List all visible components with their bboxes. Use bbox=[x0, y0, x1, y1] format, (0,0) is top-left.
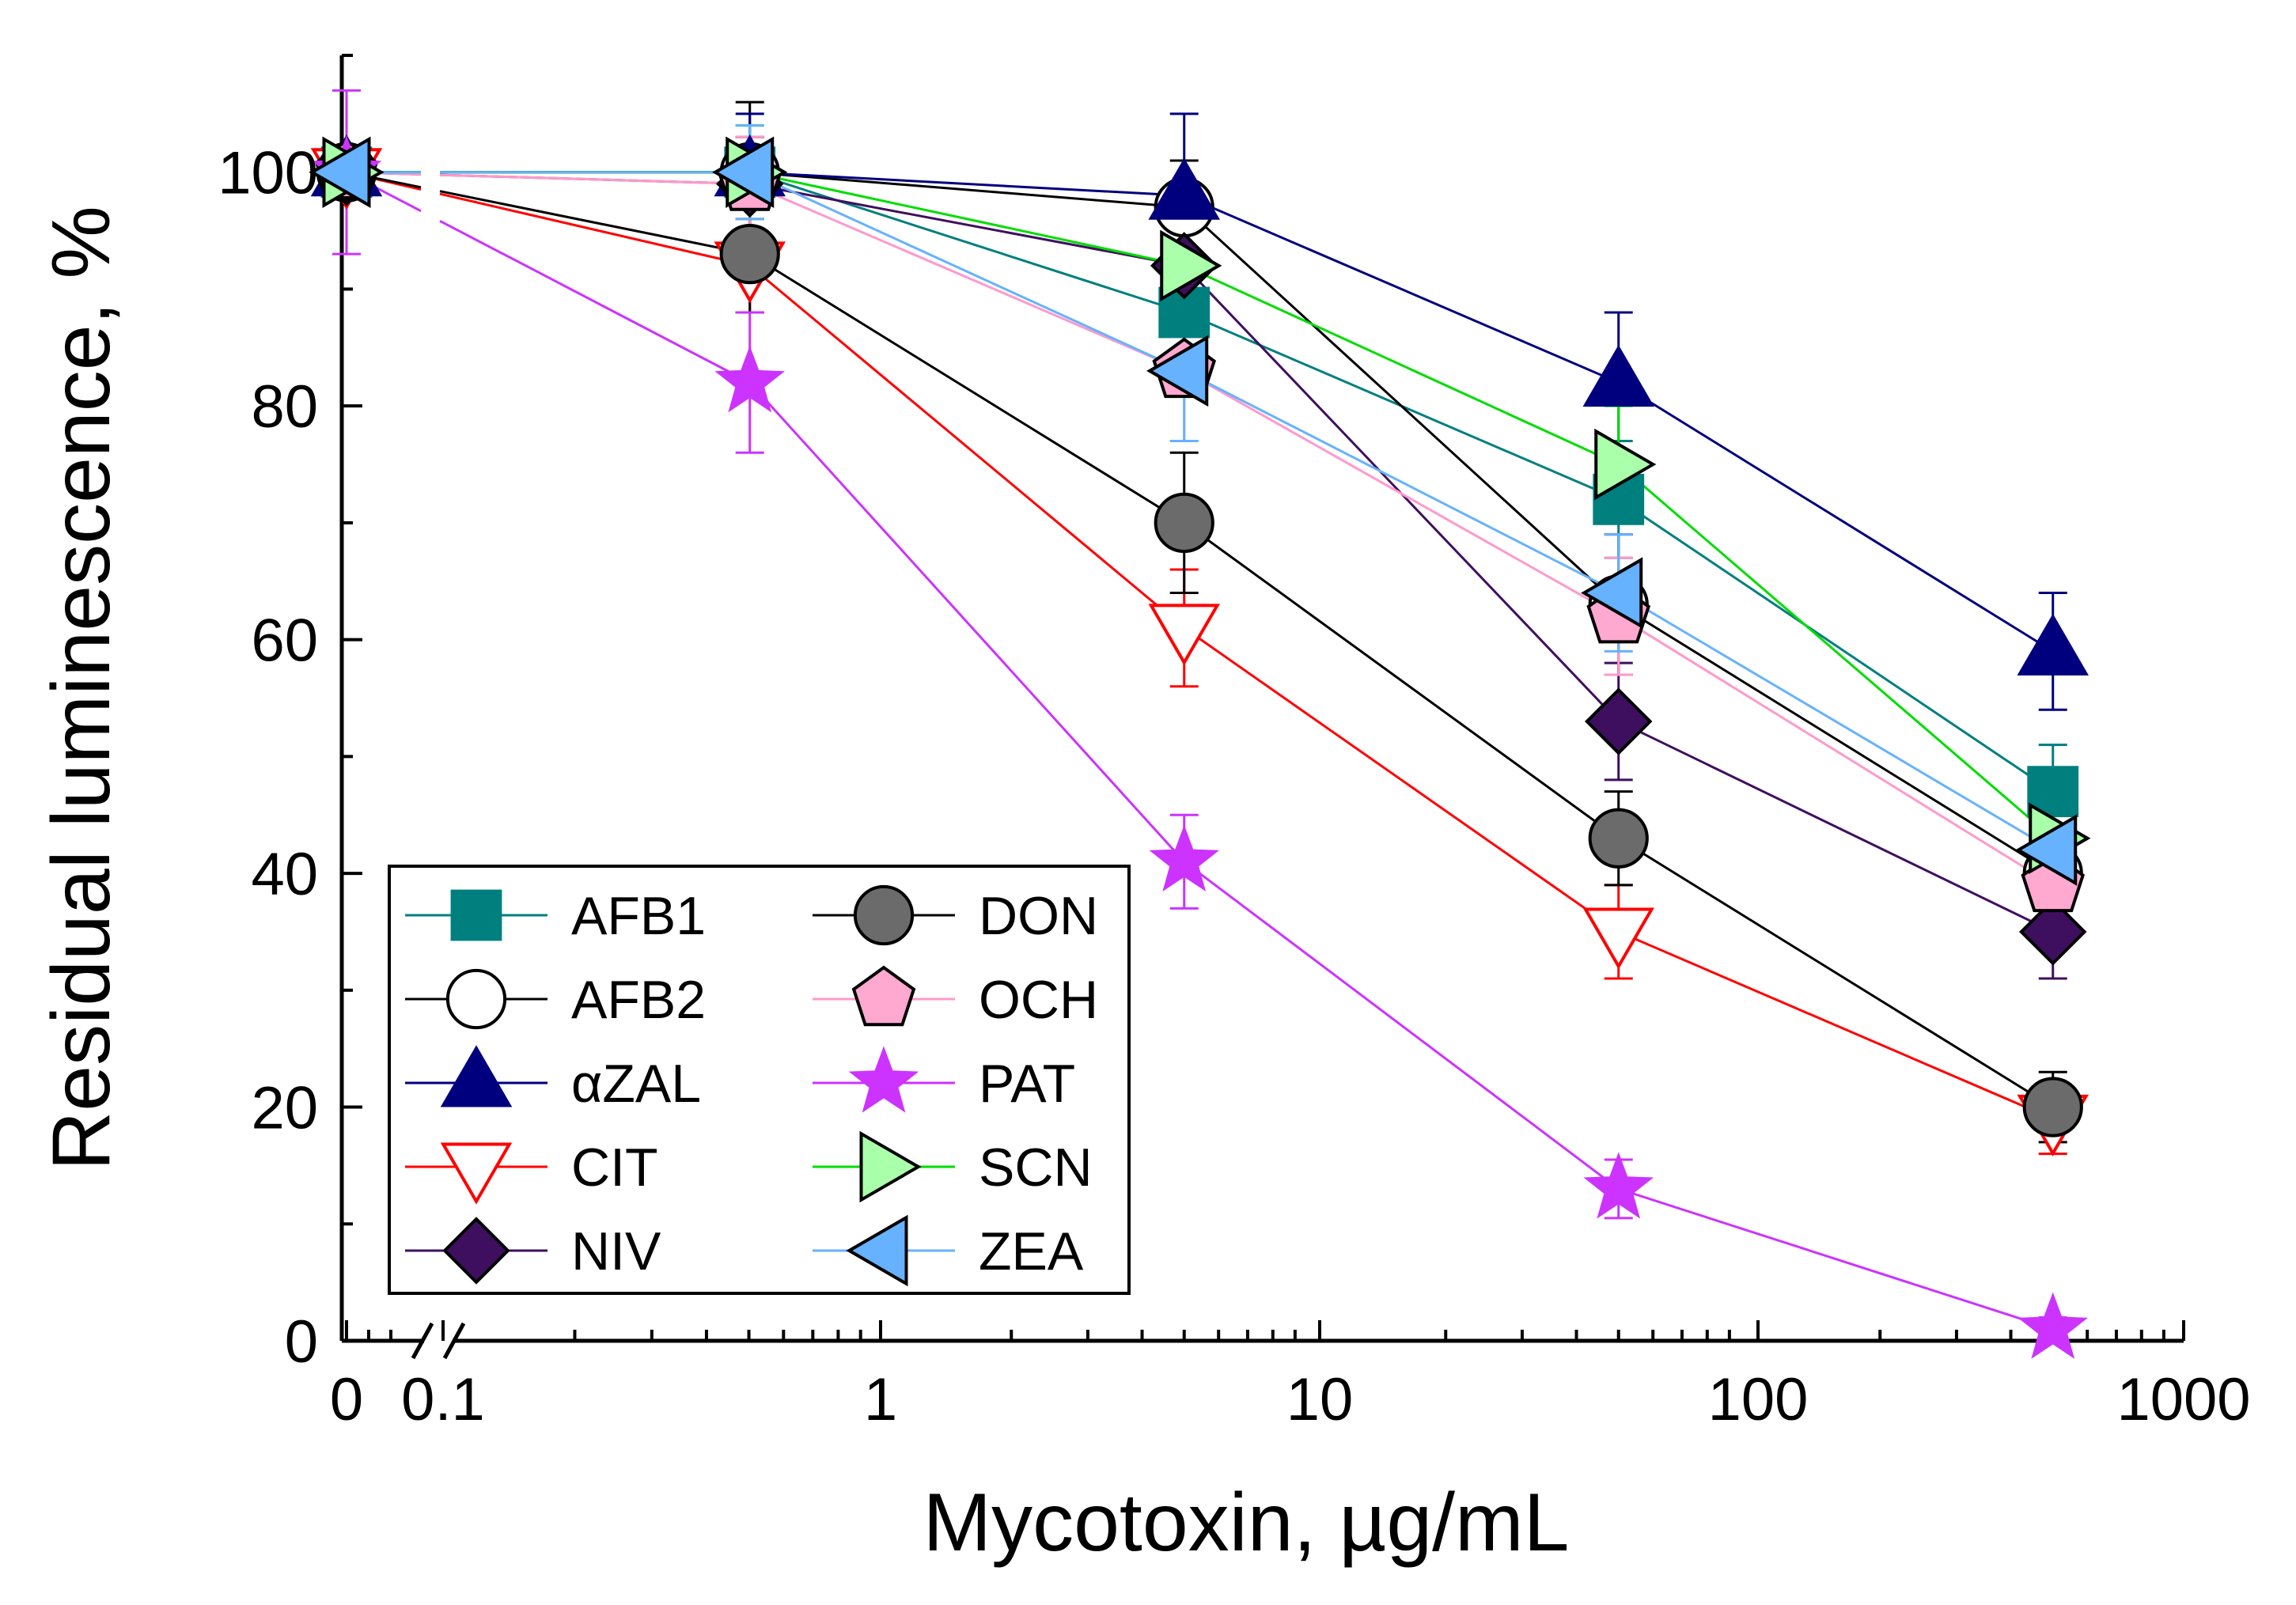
data-point bbox=[1160, 229, 1222, 302]
grid-and-axes bbox=[339, 54, 2185, 1360]
data-point bbox=[1149, 824, 1220, 892]
markers bbox=[309, 134, 2091, 1359]
series-line bbox=[439, 173, 2054, 887]
data-point bbox=[1146, 335, 1209, 407]
y-tick-label: 100 bbox=[218, 140, 318, 207]
data-point bbox=[1585, 687, 1653, 755]
y-tick-label: 0 bbox=[285, 1308, 318, 1376]
series-line bbox=[439, 173, 2054, 933]
series-line bbox=[440, 171, 2054, 875]
legend-label: AFB1 bbox=[571, 886, 706, 946]
series-line bbox=[440, 171, 2054, 851]
x-tick-label: 1 bbox=[864, 1366, 897, 1433]
data-point bbox=[1148, 604, 1221, 666]
legend-marker bbox=[442, 1217, 510, 1285]
legend-label: OCH bbox=[979, 970, 1098, 1030]
legend-marker bbox=[445, 968, 507, 1030]
data-point bbox=[1582, 344, 1655, 407]
legend-marker bbox=[853, 884, 915, 946]
data-point bbox=[2018, 1292, 2089, 1359]
line-break-gap bbox=[418, 150, 441, 214]
data-point bbox=[309, 136, 371, 208]
legend-label: DON bbox=[979, 886, 1098, 946]
y-axis-title: Residual luminescence, % bbox=[36, 206, 127, 1171]
data-point bbox=[1582, 907, 1655, 970]
data-point bbox=[714, 346, 786, 413]
legend-marker bbox=[846, 1214, 908, 1287]
data-point bbox=[2017, 613, 2090, 676]
x-tick-label: 0 bbox=[330, 1366, 363, 1433]
legend: AFB1 DON AFB2 OCH αZAL PAT CIT SCN NIV ZEA bbox=[388, 865, 1131, 1295]
legend-label: PAT bbox=[979, 1054, 1075, 1114]
legend-label: NIV bbox=[571, 1221, 661, 1281]
y-tick-label: 40 bbox=[251, 841, 318, 908]
legend-marker bbox=[440, 1142, 513, 1205]
legend-label: CIT bbox=[571, 1138, 658, 1198]
x-tick-label: 10 bbox=[1286, 1366, 1354, 1433]
data-point bbox=[1154, 492, 1214, 554]
data-point bbox=[1581, 557, 1643, 629]
legend-label: AFB2 bbox=[571, 970, 706, 1030]
data-point bbox=[2019, 898, 2087, 966]
legend-marker bbox=[440, 1045, 513, 1107]
data-point bbox=[719, 224, 780, 285]
legend-marker bbox=[851, 965, 916, 1027]
data-point bbox=[1583, 1152, 1654, 1219]
data-point bbox=[712, 136, 775, 208]
x-tick-label: 0.1 bbox=[401, 1366, 485, 1433]
legend-marker bbox=[450, 889, 502, 941]
y-tick-label: 60 bbox=[251, 608, 318, 675]
data-point bbox=[1594, 428, 1657, 501]
legend-marker bbox=[848, 1046, 919, 1113]
legend-label: SCN bbox=[979, 1138, 1093, 1198]
data-point bbox=[2015, 814, 2078, 886]
legend-label: αZAL bbox=[571, 1054, 701, 1114]
data-point bbox=[2022, 1077, 2083, 1138]
data-point bbox=[1588, 808, 1649, 869]
legend-box bbox=[388, 865, 1131, 1295]
x-axis-break-mark bbox=[442, 1322, 466, 1360]
series-line bbox=[440, 171, 2054, 653]
data-point bbox=[1148, 157, 1221, 220]
x-tick-label: 100 bbox=[1708, 1366, 1809, 1433]
series-line bbox=[440, 171, 2054, 839]
legend-marker bbox=[859, 1130, 922, 1203]
x-axis-title: Mycotoxin, µg/mL bbox=[923, 1477, 1569, 1569]
x-tick-label: 1000 bbox=[2116, 1366, 2250, 1433]
y-tick-label: 80 bbox=[251, 373, 318, 441]
x-axis-break-mark bbox=[411, 1322, 434, 1360]
legend-label: ZEA bbox=[979, 1221, 1084, 1281]
y-tick-label: 20 bbox=[251, 1075, 318, 1142]
